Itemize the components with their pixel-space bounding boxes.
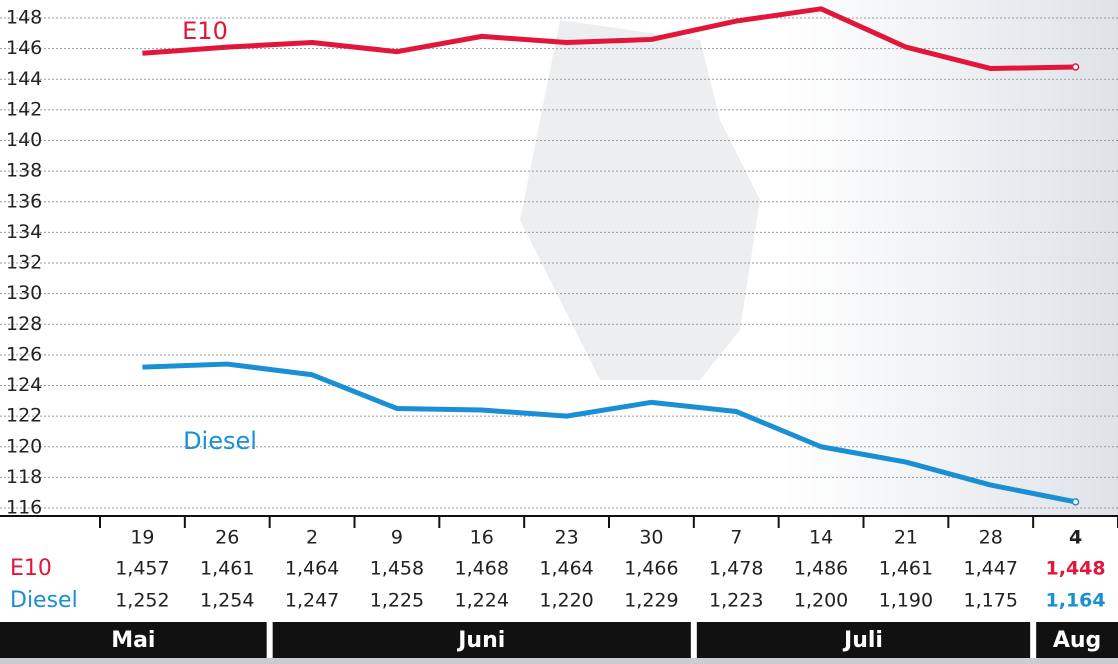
row-label: E10 [10, 556, 52, 581]
bottom-strip [0, 658, 1118, 664]
month-label: Juli [842, 628, 883, 653]
x-tick-label: 4 [1069, 527, 1082, 549]
x-tick-label: 28 [979, 527, 1003, 549]
value-label: 1,468 [455, 558, 509, 580]
value-label: 1,461 [200, 558, 254, 580]
y-tick-label: 144 [6, 68, 42, 90]
month-bar [272, 622, 691, 658]
month-label: Aug [1053, 628, 1101, 653]
value-label: 1,478 [709, 558, 763, 580]
y-tick-label: 142 [6, 98, 42, 120]
x-tick-label: 21 [894, 527, 918, 549]
x-tick-label: 2 [306, 527, 318, 549]
y-tick-label: 126 [6, 343, 42, 365]
y-tick-label: 120 [6, 435, 42, 457]
value-label: 1,464 [539, 558, 593, 580]
y-tick-label: 146 [6, 37, 42, 59]
value-label: 1,252 [115, 590, 169, 612]
y-tick-label: 136 [6, 190, 42, 212]
y-tick-label: 138 [6, 160, 42, 182]
value-label: 1,164 [1046, 590, 1106, 612]
value-label: 1,254 [200, 590, 254, 612]
value-label: 1,466 [624, 558, 678, 580]
x-tick-label: 16 [470, 527, 494, 549]
month-bar [0, 622, 267, 658]
y-tick-label: 124 [6, 374, 42, 396]
end-point [1071, 498, 1080, 506]
x-tick-label: 30 [639, 527, 663, 549]
y-tick-label: 134 [6, 221, 42, 243]
y-tick-label: 122 [6, 405, 42, 427]
y-tick-label: 148 [6, 7, 42, 29]
value-label: 1,447 [964, 558, 1018, 580]
value-label: 1,464 [285, 558, 339, 580]
x-tick-label: 26 [215, 527, 239, 549]
value-label: 1,458 [370, 558, 424, 580]
value-label: 1,247 [285, 590, 339, 612]
value-label: 1,225 [370, 590, 424, 612]
value-label: 1,224 [455, 590, 509, 612]
x-tick-label: 23 [554, 527, 578, 549]
value-label: 1,486 [794, 558, 848, 580]
x-tick-label: 9 [391, 527, 403, 549]
y-tick-label: 128 [6, 313, 42, 335]
month-bar [696, 622, 1031, 658]
month-bar [1036, 622, 1118, 658]
value-label: 1,229 [624, 590, 678, 612]
value-label: 1,223 [709, 590, 763, 612]
row-label: Diesel [10, 588, 78, 613]
x-tick-label: 14 [809, 527, 833, 549]
value-label: 1,220 [539, 590, 593, 612]
value-label: 1,448 [1046, 558, 1106, 580]
value-label: 1,461 [879, 558, 933, 580]
x-tick-label: 7 [730, 527, 742, 549]
y-tick-label: 132 [6, 252, 42, 274]
series-line [142, 6, 1076, 72]
y-tick-label: 140 [6, 129, 42, 151]
y-tick-label: 116 [6, 497, 42, 519]
series-line [142, 361, 1077, 505]
series-label: Diesel [183, 427, 257, 455]
x-tick-label: 19 [130, 527, 154, 549]
end-point [1071, 63, 1080, 71]
series-label: E10 [182, 17, 228, 45]
value-label: 1,457 [115, 558, 169, 580]
y-tick-label: 130 [6, 282, 42, 304]
value-label: 1,200 [794, 590, 848, 612]
value-label: 1,190 [879, 590, 933, 612]
month-label: Mai [111, 628, 155, 653]
value-label: 1,175 [964, 590, 1018, 612]
month-label: Juni [456, 628, 505, 653]
y-tick-label: 118 [6, 466, 42, 488]
